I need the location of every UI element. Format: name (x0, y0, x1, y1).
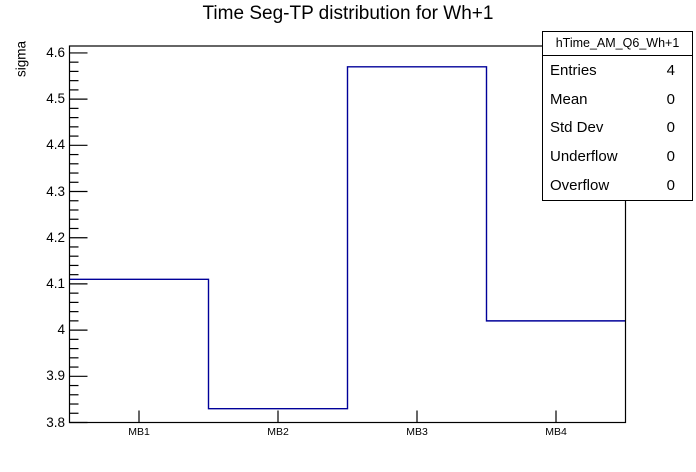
x-tick-label: MB3 (406, 426, 428, 438)
plot-frame (68, 45, 627, 424)
histogram-step-line (69, 66, 626, 410)
stats-value: 0 (666, 90, 675, 108)
stats-value: 0 (666, 148, 675, 166)
stats-label: Entries (550, 61, 597, 79)
y-tick-label: 4 (57, 322, 65, 338)
y-tick-label: 4.1 (46, 275, 65, 291)
stats-row-stddev: Std Dev 0 (543, 114, 692, 143)
stats-box-title: hTime_AM_Q6_Wh+1 (543, 32, 692, 56)
y-axis-ticks (69, 52, 88, 424)
stats-row-underflow: Underflow 0 (543, 142, 692, 171)
y-tick-label: 4.5 (46, 91, 65, 107)
stats-box-rows: Entries 4 Mean 0 Std Dev 0 Underflow 0 O… (543, 56, 692, 200)
chart-title: Time Seg-TP distribution for Wh+1 (202, 3, 494, 24)
stats-row-mean: Mean 0 (543, 85, 692, 114)
x-axis-ticks (138, 410, 557, 423)
stats-row-overflow: Overflow 0 (543, 171, 692, 200)
stats-value: 0 (666, 177, 675, 195)
stats-label: Mean (550, 90, 588, 108)
stats-label: Underflow (550, 148, 618, 166)
stats-label: Std Dev (550, 119, 604, 137)
y-tick-label: 4.6 (46, 44, 65, 60)
y-tick-label: 4.3 (46, 183, 65, 199)
x-tick-label: MB1 (128, 426, 150, 438)
stats-value: 0 (666, 119, 675, 137)
y-tick-label: 3.9 (46, 368, 65, 384)
stats-label: Overflow (550, 177, 610, 195)
stats-value: 4 (666, 61, 675, 79)
y-tick-label: 4.2 (46, 229, 65, 245)
y-tick-label: 3.8 (46, 414, 65, 430)
stats-box: hTime_AM_Q6_Wh+1 Entries 4 Mean 0 Std De… (542, 31, 693, 201)
stats-row-entries: Entries 4 (543, 56, 692, 85)
x-tick-label: MB2 (267, 426, 289, 438)
y-tick-label: 4.4 (46, 137, 65, 153)
x-tick-label: MB4 (545, 426, 567, 438)
histogram-outline (69, 66, 626, 410)
frame-rect (68, 45, 627, 424)
